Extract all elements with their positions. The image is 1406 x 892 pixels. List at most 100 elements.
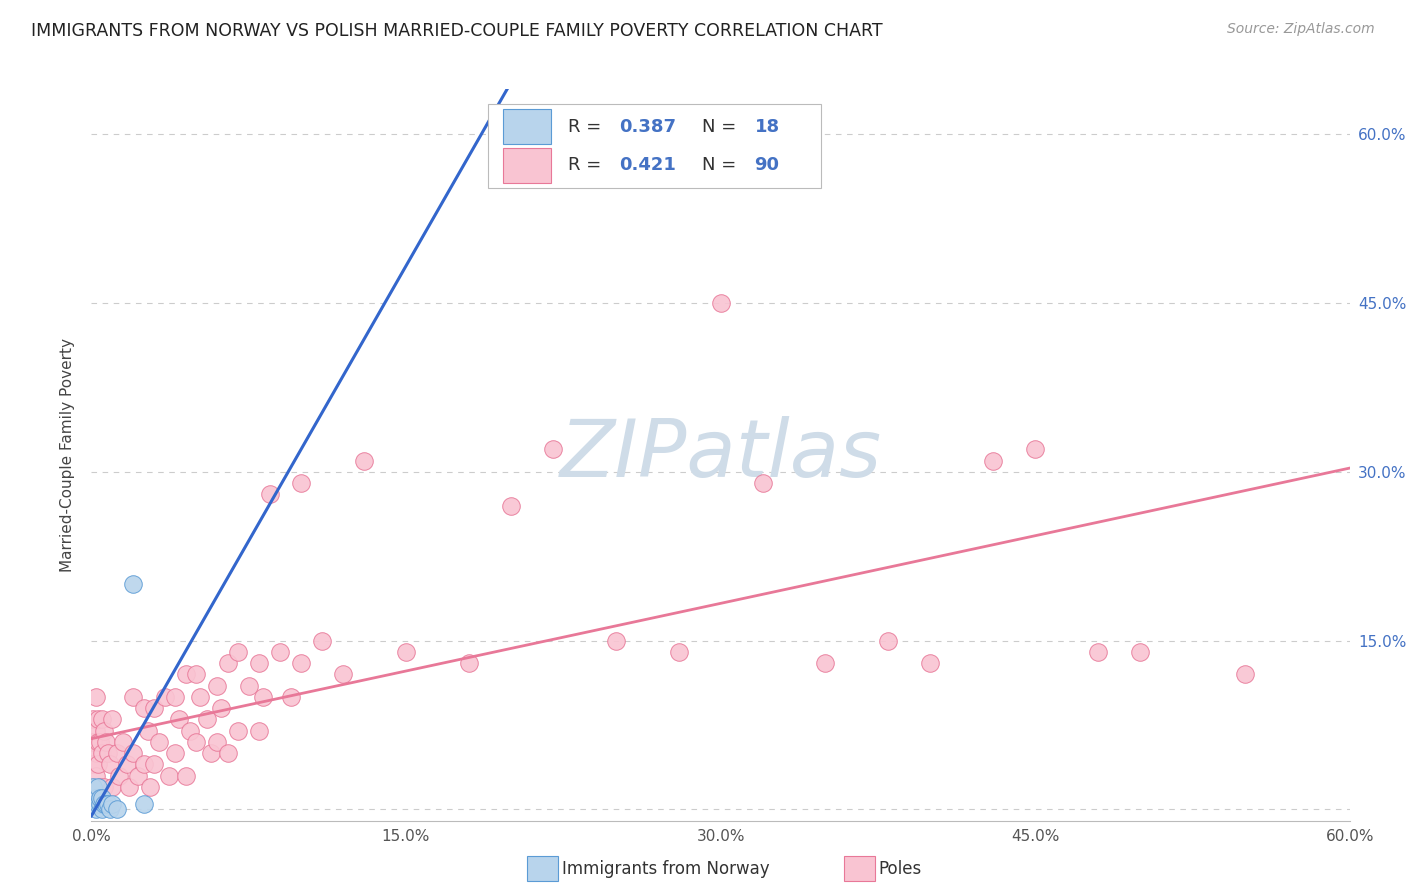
- Text: IMMIGRANTS FROM NORWAY VS POLISH MARRIED-COUPLE FAMILY POVERTY CORRELATION CHART: IMMIGRANTS FROM NORWAY VS POLISH MARRIED…: [31, 22, 883, 40]
- Point: [82, 712, 104, 726]
- Point: [90, 712, 112, 726]
- Point: [132, 701, 155, 715]
- Point: [84, 690, 107, 704]
- Point: [920, 656, 942, 670]
- FancyBboxPatch shape: [503, 148, 551, 183]
- Point: [90, 791, 112, 805]
- Point: [190, 690, 212, 704]
- Point: [132, 797, 155, 811]
- Point: [195, 712, 218, 726]
- Point: [89, 791, 111, 805]
- Point: [98, 757, 121, 772]
- Point: [101, 780, 124, 794]
- Point: [332, 667, 354, 681]
- FancyBboxPatch shape: [503, 109, 551, 145]
- Point: [132, 757, 155, 772]
- Point: [709, 296, 731, 310]
- Point: [186, 735, 208, 749]
- Point: [84, 769, 107, 783]
- Point: [97, 797, 120, 811]
- Point: [247, 656, 270, 670]
- Point: [174, 769, 197, 783]
- Point: [153, 690, 176, 704]
- Point: [101, 712, 124, 726]
- Text: R =: R =: [568, 156, 607, 174]
- Point: [84, 797, 107, 811]
- Point: [82, 797, 104, 811]
- Point: [179, 723, 201, 738]
- Point: [84, 802, 107, 816]
- Point: [186, 667, 208, 681]
- Point: [111, 735, 134, 749]
- Point: [107, 769, 129, 783]
- Point: [105, 746, 128, 760]
- Text: 18: 18: [755, 118, 780, 136]
- Point: [84, 791, 107, 805]
- Point: [89, 797, 111, 811]
- Point: [127, 769, 149, 783]
- Point: [86, 735, 108, 749]
- Text: Source: ZipAtlas.com: Source: ZipAtlas.com: [1227, 22, 1375, 37]
- Point: [174, 667, 197, 681]
- Point: [139, 780, 162, 794]
- Point: [94, 735, 117, 749]
- Point: [148, 735, 170, 749]
- Point: [90, 746, 112, 760]
- Point: [1129, 645, 1152, 659]
- Point: [105, 802, 128, 816]
- Text: N =: N =: [702, 118, 742, 136]
- Point: [157, 769, 180, 783]
- Point: [122, 746, 145, 760]
- Point: [981, 453, 1004, 467]
- Point: [311, 633, 333, 648]
- Point: [93, 723, 115, 738]
- Text: 0.387: 0.387: [619, 118, 676, 136]
- FancyBboxPatch shape: [488, 103, 821, 188]
- Point: [84, 746, 107, 760]
- Point: [82, 780, 104, 794]
- Point: [605, 633, 627, 648]
- Point: [209, 701, 232, 715]
- Point: [94, 797, 117, 811]
- Point: [93, 797, 115, 811]
- Point: [541, 442, 564, 457]
- Point: [252, 690, 274, 704]
- Point: [165, 746, 187, 760]
- Point: [143, 757, 166, 772]
- Text: Immigrants from Norway: Immigrants from Norway: [562, 860, 770, 878]
- Point: [122, 690, 145, 704]
- Point: [86, 797, 108, 811]
- Point: [217, 746, 239, 760]
- Point: [98, 802, 121, 816]
- Point: [90, 797, 112, 811]
- Text: R =: R =: [568, 118, 607, 136]
- Point: [457, 656, 479, 670]
- Point: [226, 723, 249, 738]
- Point: [94, 797, 117, 811]
- Point: [122, 577, 145, 591]
- Point: [115, 757, 138, 772]
- Text: 90: 90: [755, 156, 779, 174]
- Point: [217, 656, 239, 670]
- Point: [395, 645, 418, 659]
- Point: [259, 487, 281, 501]
- Point: [86, 797, 108, 811]
- Point: [86, 757, 108, 772]
- Point: [169, 712, 191, 726]
- Point: [136, 723, 159, 738]
- Point: [82, 735, 104, 749]
- Point: [668, 645, 690, 659]
- Point: [143, 701, 166, 715]
- Text: N =: N =: [702, 156, 742, 174]
- Point: [93, 780, 115, 794]
- Point: [118, 780, 141, 794]
- Point: [1024, 442, 1046, 457]
- Point: [205, 679, 228, 693]
- Point: [205, 735, 228, 749]
- Point: [751, 476, 773, 491]
- Point: [97, 746, 120, 760]
- Text: Poles: Poles: [879, 860, 922, 878]
- Y-axis label: Married-Couple Family Poverty: Married-Couple Family Poverty: [60, 338, 76, 572]
- Point: [1087, 645, 1109, 659]
- Point: [814, 656, 837, 670]
